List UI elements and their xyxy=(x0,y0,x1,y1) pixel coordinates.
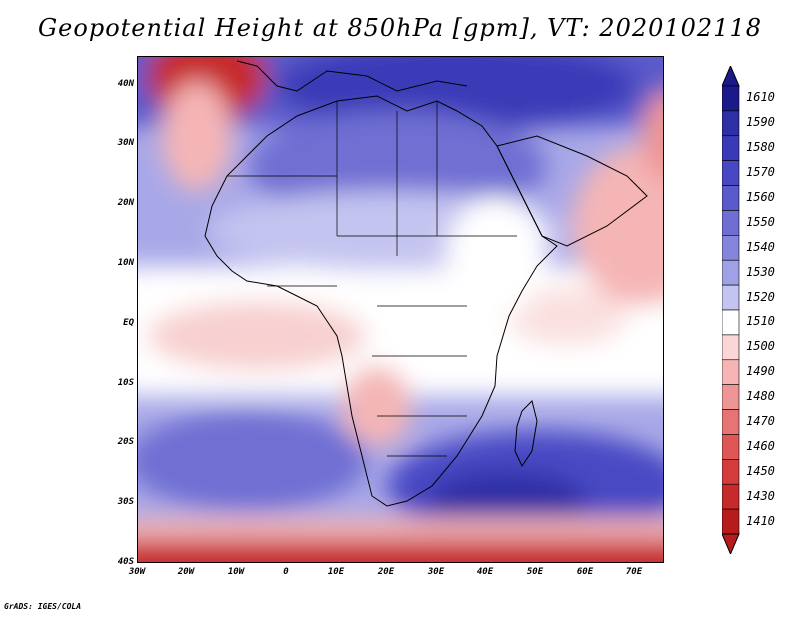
colorbar-swatch-1560 xyxy=(722,185,740,211)
field-kalahari-pink xyxy=(342,366,412,446)
field-south-pink xyxy=(137,518,664,540)
lat-label-40n: 40N xyxy=(117,79,134,89)
lon-label-10e: 10E xyxy=(327,567,345,577)
colorbar-label-1430: 1430 xyxy=(746,488,775,503)
colorbar-swatch-1550 xyxy=(722,210,740,236)
colorbar xyxy=(722,66,740,554)
colorbar-top-arrow xyxy=(722,66,740,87)
colorbar-swatch-1470 xyxy=(722,409,740,435)
field-south-low xyxy=(137,536,664,563)
arabia-coastline xyxy=(496,135,648,247)
lon-label-40e: 40E xyxy=(476,567,494,577)
colorbar-label-1590: 1590 xyxy=(746,115,775,130)
lon-label-70e: 70E xyxy=(625,567,643,577)
colorbar-label-1460: 1460 xyxy=(746,438,775,453)
colorbar-swatch-1610 xyxy=(722,85,740,112)
colorbar-swatch-1430 xyxy=(722,483,740,510)
field-pink-east xyxy=(507,286,627,346)
colorbar-label-1450: 1450 xyxy=(746,463,775,478)
africa-coastline xyxy=(204,95,558,507)
lon-label-50e: 50E xyxy=(526,567,544,577)
colorbar-swatch-1410 xyxy=(722,508,740,535)
colorbar-swatch-1480 xyxy=(722,384,740,410)
colorbar-label-1520: 1520 xyxy=(746,289,775,304)
lat-label-10s: 10S xyxy=(117,378,134,388)
lon-label-30e: 30E xyxy=(427,567,445,577)
colorbar-label-1580: 1580 xyxy=(746,140,775,155)
field-south-atlantic-blue xyxy=(137,411,367,511)
colorbar-swatch-1540 xyxy=(722,235,740,261)
colorbar-label-1500: 1500 xyxy=(746,339,775,354)
lat-label-eq: EQ xyxy=(123,318,134,328)
lon-label-20e: 20E xyxy=(377,567,395,577)
lat-label-10n: 10N xyxy=(117,258,134,268)
field-south-dark xyxy=(427,471,587,531)
lon-label-0: 0 xyxy=(283,567,289,577)
colorbar-label-1560: 1560 xyxy=(746,190,775,204)
colorbar-label-1470: 1470 xyxy=(746,414,775,428)
colorbar-swatch-1570 xyxy=(722,160,740,186)
grads-credit: GrADS: IGES/COLA xyxy=(4,602,82,611)
lat-label-20n: 20N xyxy=(117,198,134,208)
map-title: Geopotential Height at 850hPa [gpm], VT:… xyxy=(38,14,762,42)
colorbar-swatch-1460 xyxy=(722,434,740,460)
colorbar-bottom-arrow xyxy=(722,533,740,554)
lon-label-30w: 30W xyxy=(128,567,146,577)
geopotential-map xyxy=(137,56,664,563)
lon-label-20w: 20W xyxy=(177,567,195,577)
europe-coastline xyxy=(236,60,468,92)
colorbar-label-1490: 1490 xyxy=(746,364,775,379)
colorbar-swatch-1590 xyxy=(722,110,740,137)
country-borders xyxy=(227,101,517,457)
colorbar-label-1570: 1570 xyxy=(746,165,775,180)
colorbar-swatch-1490 xyxy=(722,359,740,385)
field-atlantic-pink xyxy=(162,81,232,191)
lat-label-30n: 30N xyxy=(117,138,134,148)
colorbar-swatch-1510 xyxy=(722,309,740,336)
field-east-red xyxy=(642,91,664,181)
lon-label-60e: 60E xyxy=(576,567,594,577)
colorbar-label-1530: 1530 xyxy=(746,264,775,279)
colorbar-swatch-1520 xyxy=(722,284,740,311)
colorbar-swatch-1450 xyxy=(722,459,740,485)
colorbar-label-1410: 1410 xyxy=(746,513,775,528)
colorbar-swatch-1500 xyxy=(722,334,740,361)
lat-label-40s: 40S xyxy=(117,557,134,567)
lat-label-20s: 20S xyxy=(117,437,134,447)
colorbar-label-1540: 1540 xyxy=(746,239,775,254)
field-ethiopia-white xyxy=(447,196,547,316)
colorbar-label-1610: 1610 xyxy=(746,90,775,105)
colorbar-swatch-1530 xyxy=(722,259,740,286)
field-pink-atlantic xyxy=(147,301,367,371)
field-arabian-pink xyxy=(572,146,664,306)
lon-label-10w: 10W xyxy=(227,567,245,577)
colorbar-label-1510: 1510 xyxy=(746,314,775,329)
colorbar-label-1550: 1550 xyxy=(746,214,775,229)
colorbar-label-1480: 1480 xyxy=(746,389,775,404)
map-frame xyxy=(137,56,664,563)
lat-label-30s: 30S xyxy=(117,497,134,507)
madagascar-coastline xyxy=(514,400,538,468)
colorbar-swatch-1580 xyxy=(722,135,740,161)
